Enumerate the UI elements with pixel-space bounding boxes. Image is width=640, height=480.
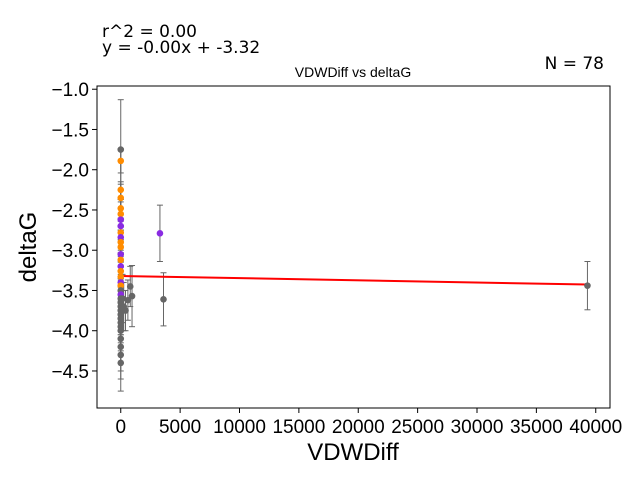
data-point (117, 205, 125, 212)
data-point (117, 335, 125, 343)
data-point (117, 351, 125, 359)
y-tick-label: −1.5 (51, 120, 89, 141)
data-point (124, 296, 132, 304)
x-tick-label: 0 (115, 417, 126, 438)
y-tick-label: −4.0 (51, 322, 89, 343)
x-tick-label: 25000 (391, 417, 444, 438)
data-point (117, 273, 125, 281)
data-point (117, 146, 125, 153)
data-point (117, 243, 125, 251)
data-point (117, 210, 125, 218)
regression-equation-label: y = -0.00x + -3.32 (102, 38, 260, 58)
y-tick-label: −3.5 (51, 281, 89, 302)
y-tick-label: −4.5 (51, 362, 89, 383)
y-axis-label: deltaG (15, 212, 42, 283)
data-point (160, 296, 167, 303)
data-point (117, 157, 125, 165)
data-point (117, 229, 125, 236)
data-point (117, 343, 125, 351)
data-point (122, 307, 129, 314)
data-point (117, 256, 125, 264)
chart-title: VDWDiff vs deltaG (295, 64, 411, 80)
data-point (117, 263, 125, 270)
x-tick-label: 35000 (510, 417, 563, 438)
data-point (128, 292, 136, 300)
data-point (117, 250, 125, 258)
sample-count-label: N = 78 (545, 54, 604, 74)
plot-area (117, 99, 591, 392)
x-axis-label: VDWDiff (307, 439, 399, 466)
y-tick-label: −3.0 (51, 241, 89, 262)
x-tick-label: 20000 (332, 417, 385, 438)
data-point (119, 295, 126, 302)
y-tick-label: −1.0 (51, 80, 89, 101)
r-squared-label: r^2 = 0.00 (102, 22, 197, 42)
x-tick-label: 10000 (213, 417, 266, 438)
data-point (156, 230, 164, 237)
regression-line (120, 274, 588, 286)
x-tick-label: 30000 (451, 417, 504, 438)
x-tick-label: 15000 (272, 417, 325, 438)
data-point (117, 267, 125, 275)
data-point (117, 282, 125, 289)
data-point (117, 194, 125, 202)
x-axis: 0 5000 10000 15000 20000 25000 30000 35000 40000 (115, 408, 622, 438)
data-point (117, 238, 125, 246)
y-axis: −1.0 −1.5 −2.0 −2.5 −3.0 −3.5 −4.0 −4.5 (51, 80, 97, 383)
y-tick-label: −2.0 (51, 161, 89, 182)
data-point (117, 359, 125, 367)
x-tick-label: 40000 (569, 417, 622, 438)
data-point (117, 327, 125, 335)
data-point (117, 216, 125, 223)
data-point (126, 283, 134, 290)
data-point (117, 186, 125, 194)
data-point (117, 234, 125, 241)
data-point (584, 282, 591, 289)
y-tick-label: −2.5 (51, 201, 89, 222)
data-point (117, 222, 125, 230)
axes-frame (96, 85, 611, 409)
x-tick-label: 5000 (159, 417, 201, 438)
